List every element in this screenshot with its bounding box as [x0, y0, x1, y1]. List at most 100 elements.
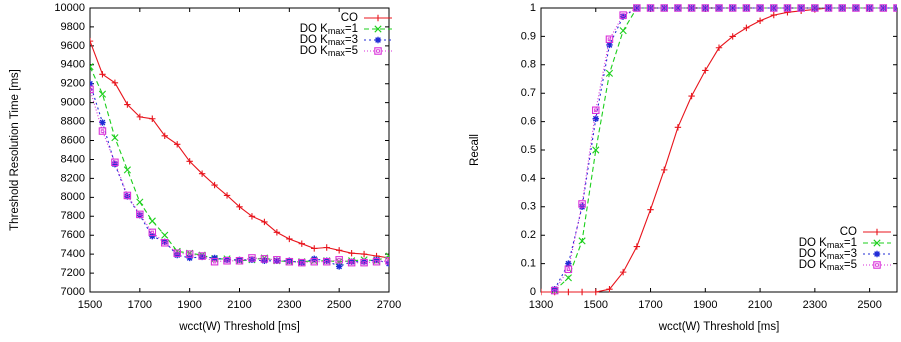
- data-point-inner: [826, 6, 831, 10]
- legend-label: DO Kmax=5: [799, 259, 857, 272]
- data-point: [372, 257, 381, 266]
- data-point: [90, 37, 94, 45]
- data-point: [606, 285, 613, 293]
- legend-label: DO Kmax=3: [799, 248, 857, 261]
- y-tick-label: 7200: [61, 267, 85, 279]
- data-point: [123, 166, 131, 174]
- data-point: [149, 115, 156, 122]
- data-point-inner: [566, 267, 571, 271]
- data-point: [619, 268, 627, 276]
- data-point: [770, 4, 777, 12]
- y-tick-label: 8200: [61, 172, 85, 184]
- data-point: [161, 132, 168, 139]
- data-point: [248, 213, 256, 220]
- data-point: [298, 240, 305, 247]
- data-point: [661, 166, 668, 174]
- data-point: [248, 254, 256, 262]
- data-point: [335, 263, 343, 270]
- x-tick-label: 2300: [803, 299, 827, 311]
- data-point: [285, 257, 294, 266]
- data-point-inner: [325, 260, 329, 264]
- series-line: [90, 40, 389, 259]
- data-point: [148, 228, 157, 237]
- data-point: [149, 232, 156, 240]
- y-tick-label: 7600: [61, 229, 85, 241]
- data-point: [298, 258, 306, 267]
- series-line: [554, 7, 897, 292]
- legend-label: DO Kmax=1: [799, 237, 857, 250]
- chart-2: 0 0.1 0.2 0.3 0.4 0.5 0.6 0.7 0.8 0.9 1 1300 1500 170…: [469, 2, 898, 333]
- data-point: [373, 256, 380, 264]
- data-point: [756, 17, 764, 24]
- data-point: [674, 4, 682, 12]
- data-point: [605, 69, 614, 77]
- data-point-inner: [150, 230, 154, 235]
- data-point: [688, 92, 695, 100]
- data-point: [261, 218, 268, 226]
- y-tick-label: 9200: [61, 78, 85, 90]
- y-tick-label: 9000: [61, 97, 85, 109]
- data-point: [633, 4, 641, 12]
- data-point: [770, 4, 778, 12]
- series-line: [90, 66, 389, 263]
- data-point: [592, 115, 599, 122]
- data-point: [211, 181, 218, 189]
- data-point-inner: [621, 13, 625, 17]
- y-axis-title: Threshold Resolution Time [ms]: [9, 69, 21, 231]
- x-tick-label: 1700: [638, 299, 662, 311]
- data-point: [606, 41, 613, 49]
- x-axis-title: wcct(W) Threshold [ms]: [178, 321, 300, 333]
- data-point: [210, 257, 219, 266]
- data-point: [236, 203, 243, 210]
- data-point: [852, 4, 860, 12]
- legend-marker: [873, 250, 881, 258]
- data-point: [347, 258, 356, 267]
- data-point: [235, 257, 244, 265]
- data-point: [90, 85, 94, 94]
- y-tick-label: 9600: [61, 40, 85, 52]
- data-point-inner: [676, 6, 680, 10]
- y-axis-title: Recall: [469, 134, 481, 166]
- data-point: [743, 24, 750, 32]
- y-tick-label: 1: [530, 2, 536, 14]
- data-point: [310, 257, 318, 266]
- data-point-inner: [175, 251, 179, 255]
- x-tick-label: 2500: [327, 299, 351, 311]
- data-point: [323, 244, 330, 251]
- data-point: [880, 4, 887, 12]
- data-point-inner: [867, 6, 872, 10]
- data-point: [811, 4, 819, 12]
- data-point: [90, 63, 94, 71]
- data-point: [286, 235, 293, 243]
- data-point-inner: [138, 212, 142, 217]
- data-point-inner: [225, 259, 229, 263]
- data-point: [893, 4, 897, 12]
- data-point: [136, 210, 144, 219]
- data-point: [660, 4, 668, 12]
- data-point: [98, 127, 107, 135]
- data-point-inner: [703, 6, 708, 10]
- data-point: [123, 191, 132, 200]
- data-point: [633, 243, 641, 250]
- data-point: [647, 206, 654, 213]
- data-point: [784, 4, 791, 12]
- legend-marker: [374, 47, 382, 55]
- data-point: [578, 200, 586, 208]
- data-point: [322, 257, 331, 266]
- data-point-inner: [799, 6, 803, 10]
- data-point-inner: [895, 6, 897, 10]
- x-tick-label: 2500: [857, 299, 881, 311]
- y-tick-label: 7000: [61, 286, 85, 298]
- y-tick-label: 0.6: [521, 116, 536, 128]
- data-point: [385, 252, 389, 260]
- legend-marker-inner: [875, 263, 879, 267]
- data-point: [124, 101, 131, 108]
- y-tick-label: 8400: [61, 153, 85, 165]
- data-point-inner: [90, 87, 92, 92]
- legend-marker: [374, 25, 382, 33]
- y-tick-label: 0: [530, 286, 536, 298]
- data-point: [260, 255, 269, 263]
- legend-label: DO Kmax=5: [300, 45, 358, 58]
